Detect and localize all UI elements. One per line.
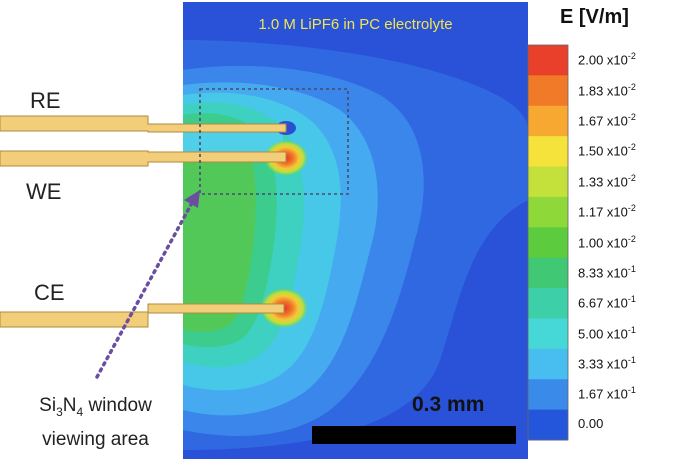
colorbar-swatch — [528, 166, 568, 198]
si-text: Si — [39, 395, 57, 416]
tick-exponent: -1 — [627, 385, 636, 396]
tick-mantissa: 5.00 — [578, 325, 604, 341]
tick-base: x10 — [603, 295, 628, 311]
colorbar-tick-label: 1.67 x10-2 — [578, 112, 636, 128]
colorbar-tick-label: 1.17 x10-2 — [578, 203, 636, 219]
tick-base: x10 — [603, 143, 628, 159]
colorbar-tick-label: 6.67 x10-1 — [578, 294, 636, 310]
tick-exponent: -2 — [627, 111, 636, 122]
tick-base: x10 — [603, 204, 628, 220]
tick-mantissa: 6.67 — [578, 295, 604, 311]
colorbar-swatch — [528, 136, 568, 168]
tick-mantissa: 0.00 — [578, 415, 604, 431]
window-arrow-head — [184, 190, 200, 208]
colorbar-swatch — [528, 409, 568, 441]
window-arrow — [95, 199, 195, 379]
tick-mantissa: 1.67 — [578, 113, 604, 129]
colorbar-swatch — [528, 196, 568, 228]
field-contours — [183, 2, 528, 459]
electrode-re — [0, 115, 287, 133]
colorbar-border — [527, 44, 569, 441]
tick-exponent: -1 — [627, 324, 636, 335]
window-area-label: Si3N4 window viewing area — [8, 392, 183, 453]
electrode-label-re: RE — [30, 88, 61, 113]
colorbar-tick-label: 1.83 x10-2 — [578, 82, 636, 98]
tick-exponent: -2 — [627, 142, 636, 153]
colorbar-tick-label: 5.00 x10-1 — [578, 325, 636, 341]
window-area-line1: Si3N4 window — [8, 392, 183, 426]
tick-base: x10 — [603, 265, 628, 281]
tick-base: x10 — [603, 174, 628, 190]
colorbar-swatch — [528, 257, 568, 289]
tick-exponent: -1 — [627, 294, 636, 305]
tick-base: x10 — [603, 356, 628, 372]
tick-exponent: -1 — [627, 263, 636, 274]
tick-mantissa: 3.33 — [578, 356, 604, 372]
colorbar-swatch — [528, 45, 568, 76]
colorbar-tick-label: 3.33 x10-1 — [578, 355, 636, 371]
tick-base: x10 — [603, 386, 628, 402]
colorbar-swatch — [528, 318, 568, 350]
window-box — [199, 88, 349, 195]
electrode-ce — [0, 303, 285, 328]
contour-band-6 — [183, 124, 256, 332]
tick-exponent: -2 — [627, 51, 636, 62]
electrode-label-we: WE — [26, 179, 62, 204]
colorbar-tick-label: 0.00 — [578, 416, 603, 431]
colorbar-swatch — [528, 105, 568, 137]
tick-exponent: -1 — [627, 355, 636, 366]
colorbar-swatch — [528, 227, 568, 259]
tick-mantissa: 1.17 — [578, 204, 604, 220]
tick-base: x10 — [603, 113, 628, 129]
scale-bar-label: 0.3 mm — [412, 393, 485, 416]
tick-mantissa: 1.50 — [578, 143, 604, 159]
colorbar — [527, 44, 569, 441]
colorbar-tick-label: 8.33 x10-1 — [578, 264, 636, 280]
si-subscript: 3 — [56, 404, 63, 419]
colorbar-title: E [V/m] — [560, 6, 629, 28]
tick-exponent: -2 — [627, 172, 636, 183]
tick-base: x10 — [603, 325, 628, 341]
window-area-line2: viewing area — [42, 428, 149, 450]
colorbar-tick-label: 1.67 x10-1 — [578, 385, 636, 401]
colorbar-swatch — [528, 75, 568, 107]
colorbar-tick-label: 1.00 x10-2 — [578, 234, 636, 250]
colorbar-swatch — [528, 348, 568, 380]
tick-exponent: -2 — [627, 203, 636, 214]
tick-mantissa: 1.67 — [578, 386, 604, 402]
tick-base: x10 — [603, 82, 628, 98]
colorbar-swatch — [528, 288, 568, 319]
tick-mantissa: 1.00 — [578, 234, 604, 250]
tick-base: x10 — [603, 234, 628, 250]
electrode-we — [0, 150, 287, 167]
window-text: window — [83, 395, 152, 416]
tick-mantissa: 1.33 — [578, 174, 604, 190]
colorbar-swatch — [528, 379, 568, 411]
electrolyte-title: 1.0 M LiPF6 in PC electrolyte — [258, 16, 453, 33]
tick-exponent: -2 — [627, 81, 636, 92]
n-text: N — [62, 395, 77, 416]
colorbar-tick-label: 1.33 x10-2 — [578, 173, 636, 189]
tick-base: x10 — [603, 52, 628, 68]
colorbar-tick-label: 2.00 x10-2 — [578, 51, 636, 67]
tick-mantissa: 2.00 — [578, 52, 604, 68]
tick-mantissa: 1.83 — [578, 82, 604, 98]
re-gap-region — [183, 132, 283, 152]
tick-mantissa: 8.33 — [578, 265, 604, 281]
n-subscript: 4 — [76, 404, 84, 419]
tick-exponent: -2 — [627, 233, 636, 244]
electrode-label-ce: CE — [34, 280, 65, 305]
colorbar-tick-label: 1.50 x10-2 — [578, 142, 636, 158]
scale-bar — [312, 426, 516, 444]
